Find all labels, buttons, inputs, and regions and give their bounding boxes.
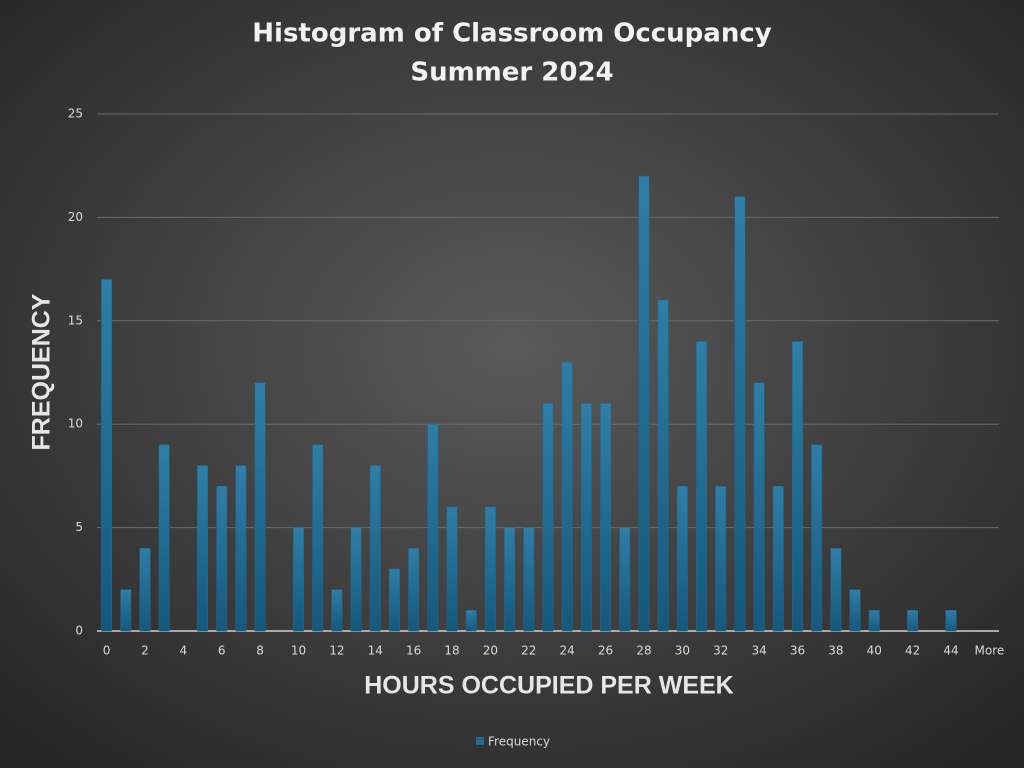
bar bbox=[293, 527, 304, 632]
bar bbox=[696, 341, 707, 632]
bar bbox=[868, 610, 880, 632]
bar bbox=[408, 548, 420, 632]
y-tick-label: 0 bbox=[75, 624, 83, 638]
bar bbox=[753, 382, 765, 632]
bar bbox=[600, 403, 612, 632]
bar bbox=[676, 485, 688, 632]
x-tick-label: 14 bbox=[368, 644, 383, 658]
bar bbox=[523, 527, 535, 632]
bar bbox=[389, 568, 400, 632]
bar bbox=[101, 279, 113, 632]
x-tick-label: 42 bbox=[905, 644, 920, 658]
x-tick-label: 16 bbox=[406, 644, 421, 658]
x-tick-label: 26 bbox=[598, 644, 613, 658]
legend-swatch bbox=[476, 737, 484, 745]
x-tick-label: 12 bbox=[329, 644, 344, 658]
bar bbox=[619, 527, 631, 632]
bar bbox=[427, 423, 439, 632]
x-tick-label: 4 bbox=[180, 644, 188, 658]
bar bbox=[120, 589, 132, 632]
bar bbox=[772, 485, 784, 632]
y-tick-label: 25 bbox=[68, 107, 83, 121]
x-tick-label: 0 bbox=[103, 644, 111, 658]
x-tick-label: 28 bbox=[636, 644, 651, 658]
x-tick-label: More bbox=[975, 644, 1005, 658]
chart-subtitle: Summer 2024 bbox=[410, 58, 613, 88]
y-axis-label: FREQUENCY bbox=[28, 293, 56, 450]
bar bbox=[446, 506, 458, 632]
bar bbox=[369, 465, 381, 632]
bar bbox=[792, 341, 803, 632]
bar bbox=[734, 196, 746, 632]
bar bbox=[312, 444, 324, 632]
bar bbox=[907, 610, 919, 632]
x-tick-label: 44 bbox=[943, 644, 958, 658]
bar bbox=[158, 444, 170, 632]
x-tick-label: 30 bbox=[675, 644, 690, 658]
bar bbox=[542, 403, 554, 632]
legend-label: Frequency bbox=[488, 735, 550, 749]
bar bbox=[139, 548, 151, 632]
bar bbox=[331, 589, 343, 632]
x-tick-label: 20 bbox=[483, 644, 498, 658]
x-tick-label: 40 bbox=[867, 644, 882, 658]
x-tick-label: 10 bbox=[291, 644, 306, 658]
bar bbox=[216, 485, 228, 632]
bar bbox=[580, 403, 592, 632]
chart-title: Histogram of Classroom Occupancy bbox=[252, 19, 771, 49]
y-tick-label: 15 bbox=[68, 313, 83, 327]
x-tick-label: 2 bbox=[141, 644, 149, 658]
y-tick-label: 10 bbox=[68, 417, 83, 431]
x-tick-label: 38 bbox=[828, 644, 843, 658]
bar bbox=[945, 610, 957, 632]
bar bbox=[811, 444, 823, 632]
x-tick-label: 36 bbox=[790, 644, 805, 658]
bar bbox=[254, 382, 266, 632]
bar bbox=[235, 465, 247, 632]
x-axis-label: HOURS OCCUPIED PER WEEK bbox=[364, 672, 733, 700]
x-tick-label: 6 bbox=[218, 644, 226, 658]
bar bbox=[561, 361, 573, 632]
y-tick-label: 5 bbox=[75, 520, 83, 534]
bar bbox=[830, 548, 842, 632]
x-tick-label: 8 bbox=[256, 644, 264, 658]
bar bbox=[657, 299, 669, 632]
x-tick-label: 24 bbox=[560, 644, 575, 658]
bar bbox=[638, 175, 650, 632]
bar bbox=[350, 527, 362, 632]
bar bbox=[849, 589, 861, 632]
bar bbox=[504, 527, 516, 632]
x-tick-label: 34 bbox=[751, 644, 766, 658]
bar bbox=[197, 465, 208, 632]
bar bbox=[465, 610, 477, 632]
bar bbox=[715, 485, 727, 632]
x-tick-label: 32 bbox=[713, 644, 728, 658]
y-tick-label: 20 bbox=[68, 210, 83, 224]
bar bbox=[484, 506, 496, 632]
x-tick-label: 22 bbox=[521, 644, 536, 658]
x-tick-label: 18 bbox=[444, 644, 459, 658]
